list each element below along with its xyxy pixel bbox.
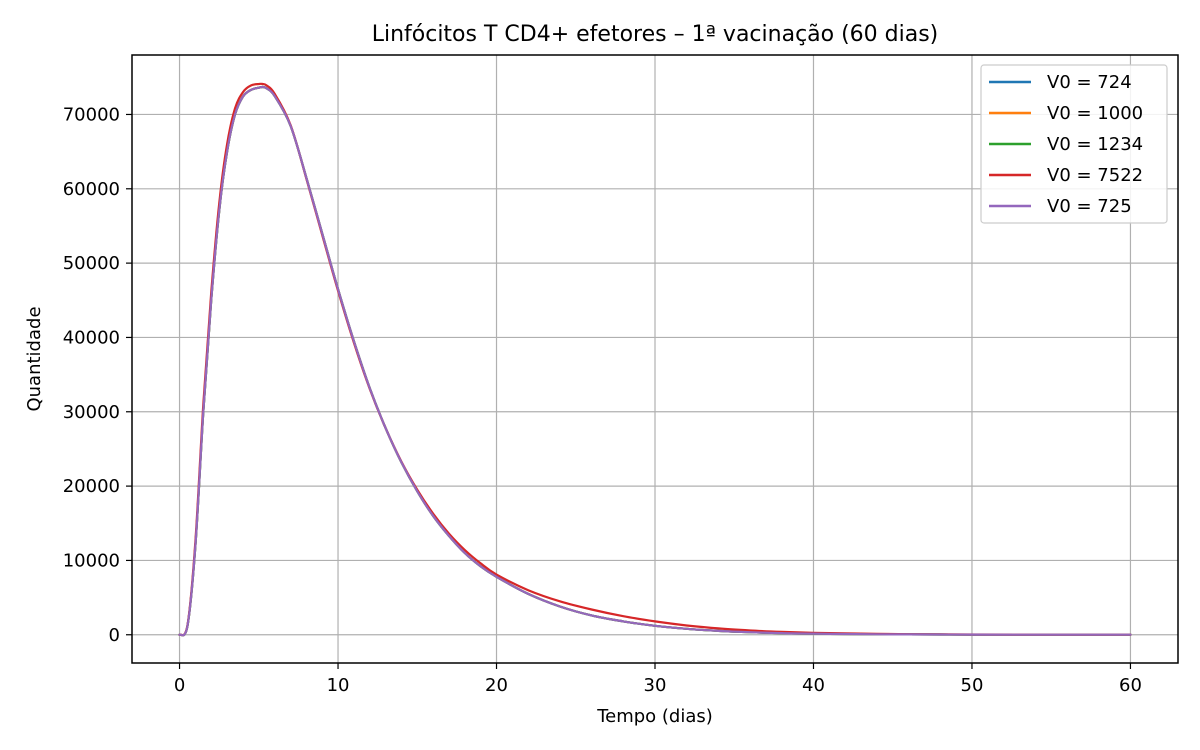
series-line-5 [178, 85, 1132, 637]
x-tick-label: 50 [961, 675, 984, 696]
x-tick-label: 0 [174, 675, 185, 696]
legend-entry: V0 = 1234 [1047, 134, 1143, 155]
x-tick-label: 40 [802, 675, 825, 696]
x-axis-label: Tempo (dias) [596, 706, 713, 727]
legend-entry: V0 = 725 [1047, 196, 1132, 217]
x-tick-label: 30 [644, 675, 667, 696]
y-axis-label: Quantidade [24, 306, 45, 411]
legend-entry: V0 = 7522 [1047, 165, 1143, 186]
legend-box [980, 64, 1168, 224]
y-tick-label: 20000 [63, 476, 120, 497]
x-tick-label: 10 [327, 675, 350, 696]
y-tick-label: 70000 [63, 104, 120, 125]
legend: V0 = 724 V0 = 1000 V0 = 1234 V0 = 7522 V0 = … [980, 64, 1168, 224]
x-tick-label: 20 [485, 675, 508, 696]
chart-title: Linfócitos T CD4+ efetores – 1ª vacinaçã… [372, 22, 939, 47]
y-axis: 0 10000 20000 30000 40000 50000 60000 70000 [63, 104, 132, 646]
legend-entry: V0 = 724 [1047, 72, 1132, 93]
legend-entry: V0 = 1000 [1047, 103, 1143, 124]
series-lines [178, 82, 1132, 637]
y-tick-label: 30000 [63, 402, 120, 423]
x-tick-label: 60 [1119, 675, 1142, 696]
y-tick-label: 60000 [63, 179, 120, 200]
y-tick-label: 10000 [63, 550, 120, 571]
y-tick-label: 40000 [63, 327, 120, 348]
y-tick-label: 50000 [63, 253, 120, 274]
y-tick-label: 0 [109, 625, 120, 646]
x-axis: 0 10 20 30 40 50 60 [174, 663, 1142, 696]
